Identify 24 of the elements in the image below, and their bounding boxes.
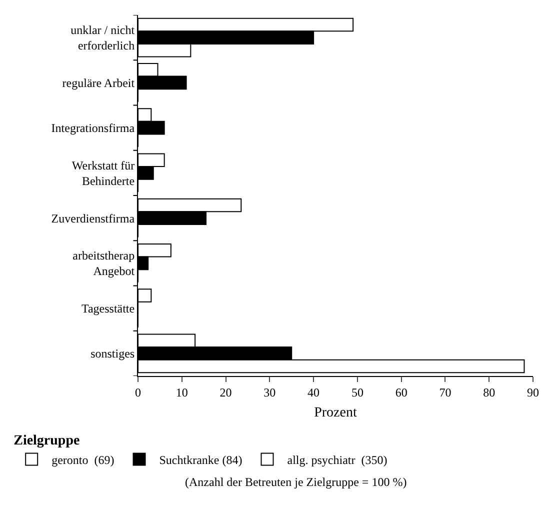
x-tick-label: 40 <box>308 385 320 400</box>
x-tick-label: 30 <box>264 385 276 400</box>
legend-label: allg. psychiatr (350) <box>287 452 388 467</box>
y-tick-label: Integrationsfirma <box>51 121 136 136</box>
y-tick-label: reguläre Arbeit <box>62 76 136 90</box>
y-tick-label: arbeitstherap Angebot <box>72 248 136 278</box>
x-tick-label: 50 <box>351 385 364 400</box>
x-tick-label: 10 <box>176 385 188 400</box>
x-tick-label: 0 <box>135 385 141 400</box>
y-tick-label: unklar / nicht erforderlich <box>70 22 136 53</box>
x-tick-label: 60 <box>395 385 408 400</box>
text: (Anzahl der Betreuten je Zielgruppe = 100 %) <box>185 475 407 489</box>
y-tick-label: Werkstatt für Behinderte <box>72 158 135 188</box>
legend-label: Suchtkranke (84) <box>159 452 242 467</box>
x-tick-label: 20 <box>220 385 232 400</box>
legend-label: geronto (69) <box>52 452 114 467</box>
x-axis-title: Prozent <box>314 406 357 421</box>
y-tick-label: sonstiges <box>90 346 135 361</box>
y-tick-label: Zuverdienstfirma <box>51 211 136 226</box>
legend-title: Zielgruppe <box>14 434 80 449</box>
y-tick-label: Tagesstätte <box>81 302 135 316</box>
x-tick-label: 80 <box>483 385 496 400</box>
x-tick-label: 70 <box>439 385 452 400</box>
x-tick-label: 90 <box>527 385 539 400</box>
